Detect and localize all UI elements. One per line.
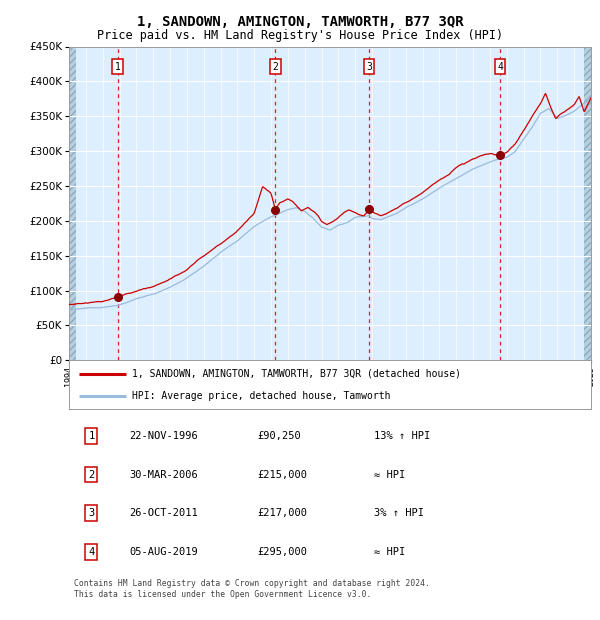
Text: 26-OCT-2011: 26-OCT-2011 [129, 508, 198, 518]
Text: 30-MAR-2006: 30-MAR-2006 [129, 469, 198, 479]
Text: 3: 3 [88, 508, 95, 518]
Text: ≈ HPI: ≈ HPI [374, 547, 406, 557]
Text: £217,000: £217,000 [257, 508, 307, 518]
Text: 13% ↑ HPI: 13% ↑ HPI [374, 431, 431, 441]
Text: 2: 2 [272, 62, 278, 72]
Text: Contains HM Land Registry data © Crown copyright and database right 2024.
This d: Contains HM Land Registry data © Crown c… [74, 580, 430, 599]
Text: £295,000: £295,000 [257, 547, 307, 557]
Text: 05-AUG-2019: 05-AUG-2019 [129, 547, 198, 557]
Text: 2: 2 [88, 469, 95, 479]
Text: £90,250: £90,250 [257, 431, 301, 441]
Text: ≈ HPI: ≈ HPI [374, 469, 406, 479]
Text: 1: 1 [115, 62, 121, 72]
Text: 3% ↑ HPI: 3% ↑ HPI [374, 508, 424, 518]
Text: 1, SANDOWN, AMINGTON, TAMWORTH, B77 3QR (detached house): 1, SANDOWN, AMINGTON, TAMWORTH, B77 3QR … [131, 369, 461, 379]
Text: HPI: Average price, detached house, Tamworth: HPI: Average price, detached house, Tamw… [131, 391, 390, 401]
Text: Price paid vs. HM Land Registry's House Price Index (HPI): Price paid vs. HM Land Registry's House … [97, 29, 503, 42]
Text: 1, SANDOWN, AMINGTON, TAMWORTH, B77 3QR: 1, SANDOWN, AMINGTON, TAMWORTH, B77 3QR [137, 16, 463, 30]
Text: 1: 1 [88, 431, 95, 441]
Text: 22-NOV-1996: 22-NOV-1996 [129, 431, 198, 441]
Text: £215,000: £215,000 [257, 469, 307, 479]
Text: 4: 4 [88, 547, 95, 557]
Text: 4: 4 [497, 62, 503, 72]
Text: 3: 3 [366, 62, 372, 72]
